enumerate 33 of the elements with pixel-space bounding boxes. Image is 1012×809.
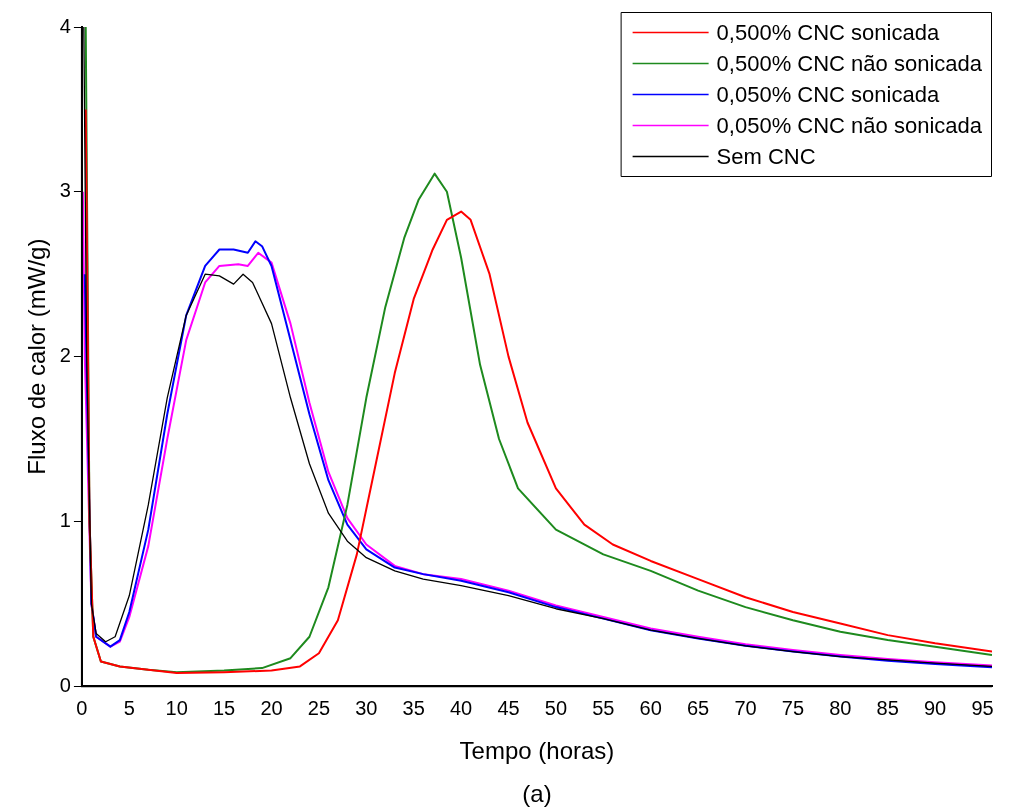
x-tick-label: 55 <box>592 696 615 719</box>
x-tick-label: 90 <box>924 696 947 719</box>
x-tick-label: 35 <box>402 696 425 719</box>
y-tick-label: 3 <box>59 179 71 202</box>
x-tick-label: 95 <box>971 696 994 719</box>
x-tick-label: 20 <box>260 696 283 719</box>
x-tick-label: 0 <box>76 696 88 719</box>
y-tick-label: 2 <box>59 344 71 367</box>
y-tick-label: 0 <box>59 673 71 696</box>
x-tick-label: 30 <box>355 696 378 719</box>
legend-label: 0,050% CNC sonicada <box>716 81 940 107</box>
x-tick-label: 5 <box>123 696 135 719</box>
x-axis-title: Tempo (horas) <box>459 737 615 765</box>
y-axis-title: Fluxo de calor (mW/g) <box>23 238 51 475</box>
x-tick-label: 60 <box>639 696 662 719</box>
y-tick-label: 4 <box>59 14 71 37</box>
legend-label: 0,500% CNC não sonicada <box>716 50 983 76</box>
legend-label: 0,500% CNC sonicada <box>716 19 940 45</box>
x-tick-label: 50 <box>544 696 568 719</box>
x-tick-label: 65 <box>687 696 710 719</box>
x-tick-label: 70 <box>734 696 757 719</box>
x-tick-label: 85 <box>876 696 899 719</box>
x-tick-label: 25 <box>307 696 331 719</box>
x-tick-label: 15 <box>213 696 236 719</box>
x-tick-label: 75 <box>781 696 805 719</box>
x-tick-label: 80 <box>829 696 852 719</box>
legend-label: 0,050% CNC não sonicada <box>716 112 983 138</box>
y-tick-label: 1 <box>59 508 71 531</box>
text: (a) <box>522 779 552 807</box>
legend-label: Sem CNC <box>716 143 816 169</box>
x-tick-label: 10 <box>165 696 188 719</box>
x-tick-label: 40 <box>450 696 473 719</box>
x-tick-label: 45 <box>497 696 520 719</box>
